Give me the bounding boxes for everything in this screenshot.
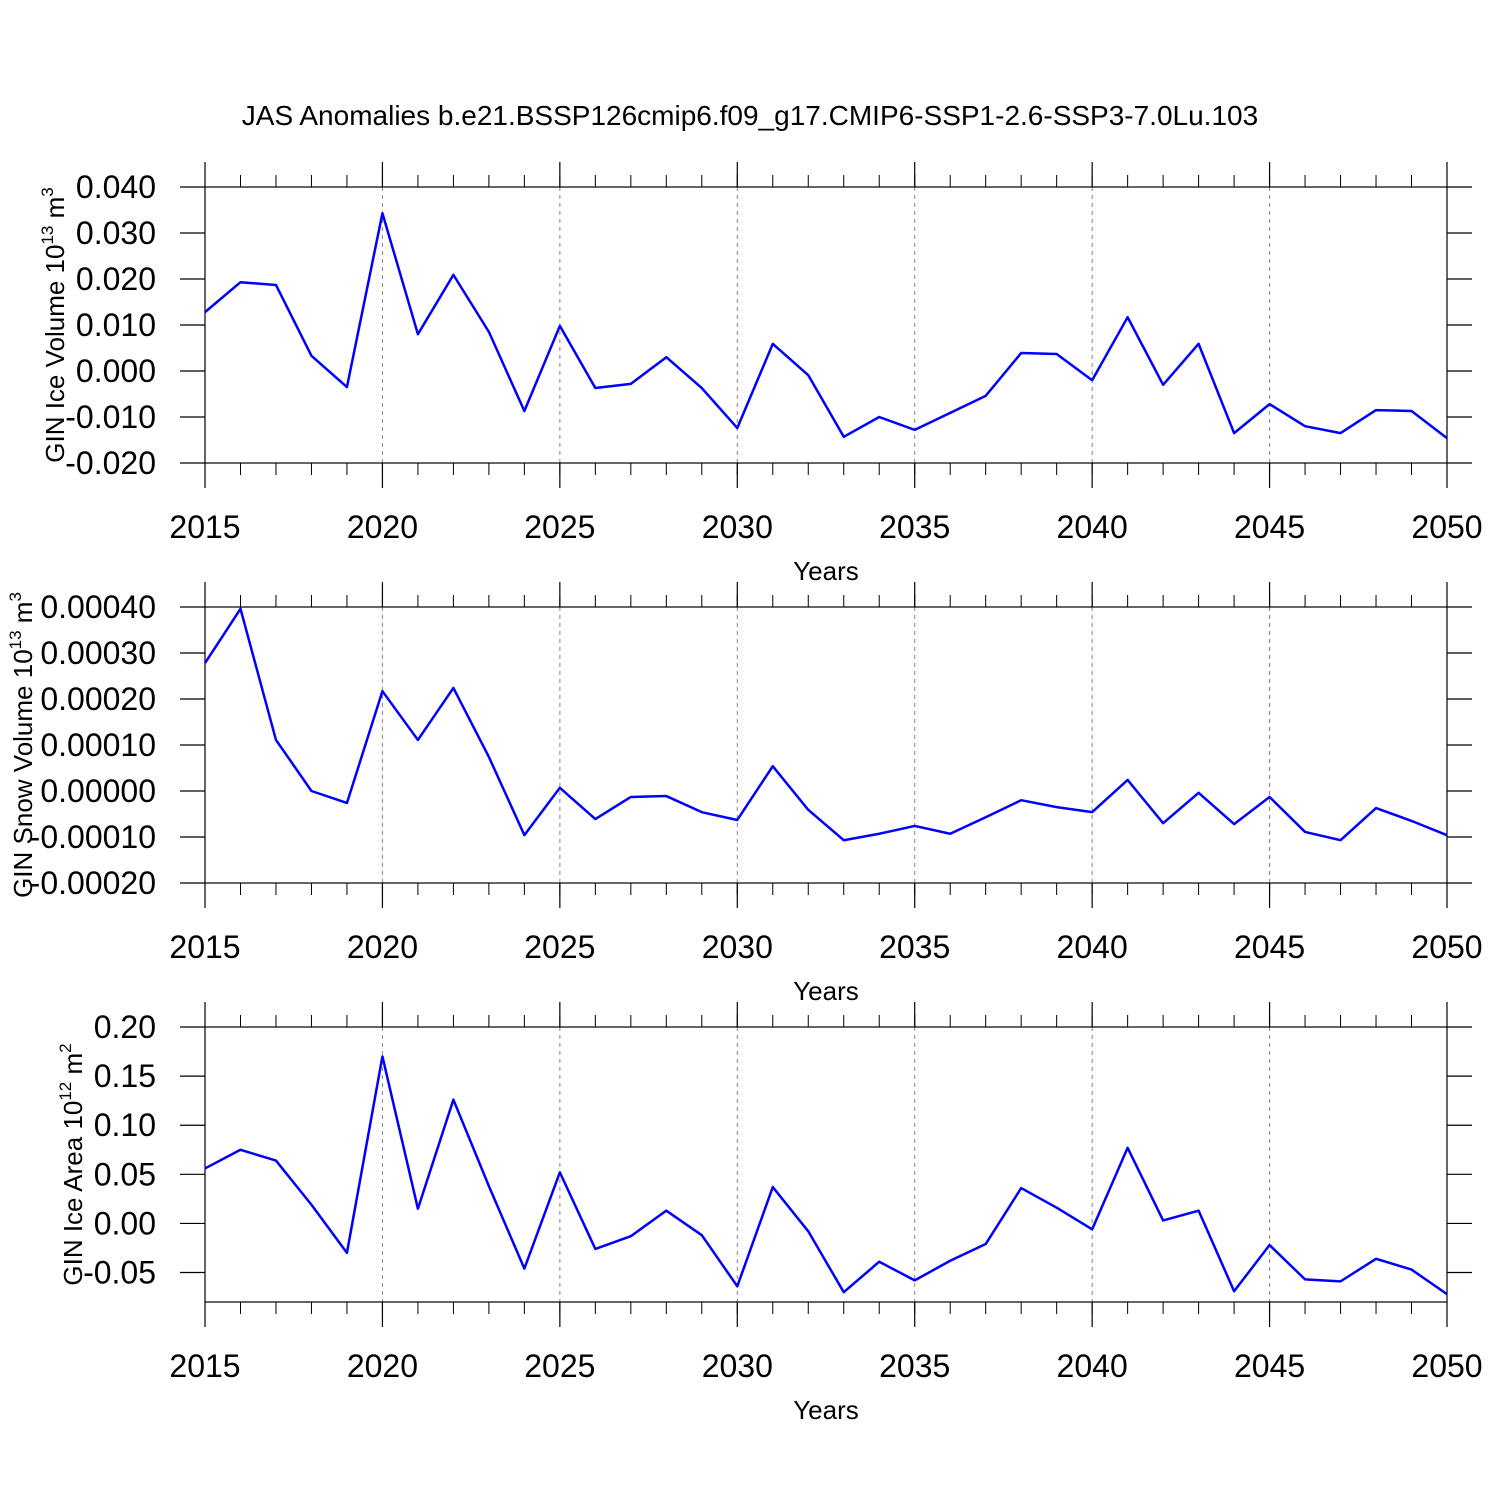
x-tick-label: 2030 <box>702 509 773 545</box>
x-tick-label: 2045 <box>1234 1348 1305 1384</box>
y-axis-label-superscript: 12 <box>56 1082 75 1101</box>
y-tick-label: -0.020 <box>65 445 156 481</box>
x-tick-label: 2025 <box>524 929 595 965</box>
y-tick-label: -0.00010 <box>30 819 156 855</box>
x-tick-label: 2040 <box>1057 509 1128 545</box>
x-tick-label: 2030 <box>702 929 773 965</box>
y-axis-label: GIN Snow Volume 1013 m3 <box>6 592 38 898</box>
x-axis-label: Years <box>793 556 859 586</box>
y-axis-label-superscript: 13 <box>38 226 57 245</box>
chart-title: JAS Anomalies b.e21.BSSP126cmip6.f09_g17… <box>242 100 1258 131</box>
y-tick-label: 0.00040 <box>40 589 156 625</box>
data-line <box>204 1055 1448 1296</box>
y-axis-label-part: GIN Snow Volume 10 <box>8 649 38 898</box>
y-tick-label: 0.040 <box>76 169 156 205</box>
x-tick-label: 2015 <box>169 509 240 545</box>
y-tick-label: -0.00020 <box>30 865 156 901</box>
x-tick-label: 2040 <box>1057 929 1128 965</box>
y-tick-label: 0.030 <box>76 215 156 251</box>
y-axis-label-part: m <box>40 197 70 226</box>
y-tick-label: 0.00020 <box>40 681 156 717</box>
y-tick-label: 0.10 <box>94 1107 156 1143</box>
x-tick-label: 2050 <box>1411 1348 1482 1384</box>
x-tick-label: 2030 <box>702 1348 773 1384</box>
x-tick-label: 2035 <box>879 1348 950 1384</box>
plot-frame <box>204 1026 1448 1303</box>
y-tick-label: 0.20 <box>94 1009 156 1045</box>
x-tick-label: 2035 <box>879 509 950 545</box>
y-tick-label: -0.05 <box>83 1255 156 1291</box>
y-tick-label: 0.010 <box>76 307 156 343</box>
y-tick-label: 0.05 <box>94 1156 156 1192</box>
y-tick-label: 0.00030 <box>40 635 156 671</box>
plot-frame <box>204 606 1448 884</box>
y-axis-label: GIN Ice Area 1012 m2 <box>56 1043 88 1285</box>
y-tick-label: 0.000 <box>76 353 156 389</box>
y-tick-label: 0.00 <box>94 1205 156 1241</box>
x-tick-label: 2040 <box>1057 1348 1128 1384</box>
y-axis-label-superscript: 2 <box>56 1043 75 1052</box>
x-tick-label: 2045 <box>1234 509 1305 545</box>
y-axis-label-superscript: 3 <box>38 187 57 196</box>
data-line <box>203 607 1448 842</box>
x-tick-label: 2050 <box>1411 509 1482 545</box>
x-tick-label: 2045 <box>1234 929 1305 965</box>
y-tick-label: 0.00000 <box>40 773 156 809</box>
y-axis-label-part: m <box>58 1053 88 1082</box>
x-tick-label: 2035 <box>879 929 950 965</box>
y-axis-label-part: m <box>8 602 38 631</box>
y-axis-label-part: GIN Ice Volume 10 <box>40 245 70 463</box>
x-axis-label: Years <box>793 1395 859 1425</box>
x-axis-label: Years <box>793 976 859 1006</box>
x-tick-label: 2025 <box>524 1348 595 1384</box>
y-axis-label: GIN Ice Volume 1013 m3 <box>38 187 70 463</box>
data-line <box>204 211 1448 440</box>
y-tick-label: 0.020 <box>76 261 156 297</box>
x-tick-label: 2020 <box>347 929 418 965</box>
plot-frame <box>204 186 1448 464</box>
y-axis-label-superscript: 3 <box>6 592 25 601</box>
x-tick-label: 2020 <box>347 1348 418 1384</box>
y-axis-label-part: GIN Ice Area 10 <box>58 1101 88 1286</box>
y-tick-label: -0.010 <box>65 399 156 435</box>
x-tick-label: 2020 <box>347 509 418 545</box>
x-tick-label: 2025 <box>524 509 595 545</box>
x-tick-label: 2015 <box>169 1348 240 1384</box>
y-tick-label: 0.00010 <box>40 727 156 763</box>
x-tick-label: 2015 <box>169 929 240 965</box>
y-axis-label-superscript: 13 <box>6 630 25 649</box>
y-tick-label: 0.15 <box>94 1058 156 1094</box>
x-tick-label: 2050 <box>1411 929 1482 965</box>
